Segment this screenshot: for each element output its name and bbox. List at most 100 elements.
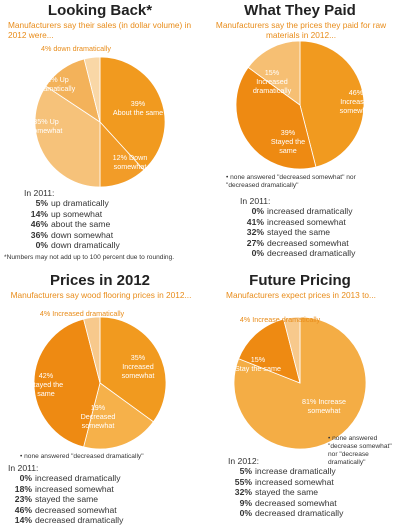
pie-slice — [299, 40, 365, 168]
previous-year-heading: In 2011: — [24, 188, 55, 198]
previous-year-row: 18% increased somewhat — [8, 484, 123, 494]
previous-year-label: decreased somewhat — [35, 504, 117, 515]
previous-year-value: 9% — [239, 497, 252, 508]
chart-note: • none answered "decreased dramatically" — [20, 453, 144, 460]
slice-label: 15% Increased dramatically — [253, 68, 292, 95]
previous-year-stats: In 2012: 5% increase dramatically 55% incre… — [228, 456, 343, 518]
previous-year-value: 5% — [239, 466, 252, 477]
previous-year-value: 55% — [234, 476, 252, 487]
pie-slice — [83, 382, 154, 450]
previous-year-label: stayed the same — [267, 227, 331, 238]
pie-slice — [83, 56, 101, 123]
previous-year-label: up somewhat — [51, 208, 103, 219]
previous-year-value: 0% — [251, 248, 264, 259]
previous-year-value: 0% — [251, 206, 264, 217]
chart-subtitle: Manufacturers expect prices in 2013 to..… — [226, 290, 376, 300]
chart-panel-what-they-paid: What They Paid Manufacturers say the pri… — [200, 0, 400, 260]
previous-year-heading: In 2011: — [8, 463, 39, 473]
chart-panel-future-pricing: Future Pricing Manufacturers expect pric… — [200, 270, 400, 530]
previous-year-label: down dramatically — [51, 240, 120, 251]
previous-year-value: 0% — [35, 240, 48, 251]
pie-slice — [33, 318, 101, 448]
previous-year-row: 9% decreased somewhat — [228, 498, 343, 508]
previous-year-label: decreased dramatically — [35, 515, 124, 526]
previous-year-row: 5% up dramatically — [24, 198, 120, 208]
previous-year-stats: In 2011: 0% increased dramatically 18% incr… — [8, 463, 123, 525]
previous-year-label: decreased somewhat — [255, 497, 337, 508]
previous-year-row: 46% about the same — [24, 219, 120, 229]
previous-year-label: down somewhat — [51, 229, 114, 240]
previous-year-value: 14% — [30, 208, 48, 219]
slice-label: 39% About the same — [113, 99, 163, 117]
previous-year-value: 41% — [246, 216, 264, 227]
slice-label: 46% Increased somewhat — [340, 88, 373, 115]
chart-subtitle: Manufacturers say their sales (in dollar… — [8, 20, 192, 40]
previous-year-value: 23% — [14, 494, 32, 505]
previous-year-row: 0% increased dramatically — [8, 473, 123, 483]
pie-slice — [283, 316, 301, 384]
previous-year-value: 32% — [246, 227, 264, 238]
slice-label: 12% Up dramatically — [37, 75, 76, 93]
chart-subtitle: Manufacturers say the prices they paid f… — [215, 20, 387, 40]
previous-year-value: 27% — [246, 237, 264, 248]
previous-year-value: 46% — [30, 219, 48, 230]
previous-year-label: increase dramatically — [255, 466, 336, 477]
previous-year-label: decreased dramatically — [255, 508, 344, 519]
chart-title: Looking Back* — [47, 2, 153, 19]
previous-year-value: 5% — [35, 198, 48, 209]
pie-chart: 35% Increased somewhat 19% Decreased somewha… — [29, 309, 167, 450]
previous-year-value: 14% — [14, 515, 32, 526]
chart-note: • none answered "decreased somewhat" nor… — [226, 174, 356, 189]
footnote: *Numbers may not add up to 100 percent d… — [4, 254, 175, 261]
slice-label: 81% Increase somewhat — [302, 397, 346, 415]
previous-year-label: increased dramatically — [35, 473, 121, 484]
previous-year-row: 36% down somewhat — [24, 230, 120, 240]
previous-year-label: increased somewhat — [255, 476, 334, 487]
previous-year-label: up dramatically — [51, 198, 109, 209]
previous-year-value: 0% — [239, 508, 252, 519]
chart-panel-prices-2012: Prices in 2012 Manufacturers say wood fl… — [0, 270, 200, 530]
slice-label-pct: 39% — [131, 99, 146, 108]
pie-slice — [235, 66, 317, 170]
previous-year-row: 0% decreased dramatically — [240, 248, 356, 259]
previous-year-row: 14% decreased dramatically — [8, 515, 124, 526]
previous-year-row: 0% increased dramatically — [240, 206, 355, 216]
chart-title: Prices in 2012 — [49, 272, 151, 289]
previous-year-value: 18% — [14, 483, 32, 494]
previous-year-value: 32% — [234, 487, 252, 498]
previous-year-row: 27% decreased somewhat — [240, 238, 355, 248]
chart-subtitle: Manufacturers say wood flooring prices i… — [10, 290, 192, 300]
pie-chart: 81% Increase somewhat 15% Stay the same 4%… — [233, 315, 367, 450]
previous-year-label: increased somewhat — [267, 216, 346, 227]
previous-year-row: 5% increase dramatically — [228, 466, 343, 476]
previous-year-label: increased dramatically — [267, 206, 353, 217]
pie-slice — [99, 316, 167, 423]
slice-label: 4% Increased dramatically — [40, 309, 125, 318]
chart-title: Future Pricing — [249, 272, 351, 289]
pie-slice — [247, 40, 301, 106]
chart-title: What They Paid — [244, 2, 356, 19]
previous-year-label: stayed the same — [255, 487, 319, 498]
previous-year-row: 14% up somewhat — [24, 209, 120, 219]
pie-chart: 46% Increased somewhat 39% Stayed the same 1… — [235, 40, 373, 170]
pie-slice — [83, 316, 101, 384]
slice-label: 12% Down somewhat — [113, 153, 148, 171]
slice-label: 15% Stay the same — [235, 355, 281, 373]
slice-label: 35% Increased somewhat — [122, 353, 155, 380]
previous-year-stats: In 2011: 5% up dramatically 14% up somewhat… — [24, 188, 120, 250]
previous-year-row: 55% increased somewhat — [228, 477, 343, 487]
slice-label: 4% Increase dramatically — [240, 315, 321, 324]
previous-year-row: 46% decreased somewhat — [8, 505, 123, 515]
previous-year-value: 46% — [14, 504, 32, 515]
previous-year-row: 23% stayed the same — [8, 494, 123, 504]
slice-label: 39% Stayed the same — [271, 128, 305, 155]
pie-slice — [238, 318, 301, 384]
previous-year-row: 32% stayed the same — [228, 487, 343, 497]
previous-year-label: increased somewhat — [35, 483, 114, 494]
previous-year-heading: In 2011: — [240, 196, 271, 206]
previous-year-row: 0% decreased dramatically — [228, 508, 344, 519]
previous-year-label: decreased dramatically — [267, 248, 356, 259]
slice-label: 42% Stayed the same — [29, 371, 63, 398]
slice-label: 4% down dramatically — [41, 44, 111, 53]
chart-note: • none answered "decrease somewhat" nor … — [328, 435, 392, 466]
